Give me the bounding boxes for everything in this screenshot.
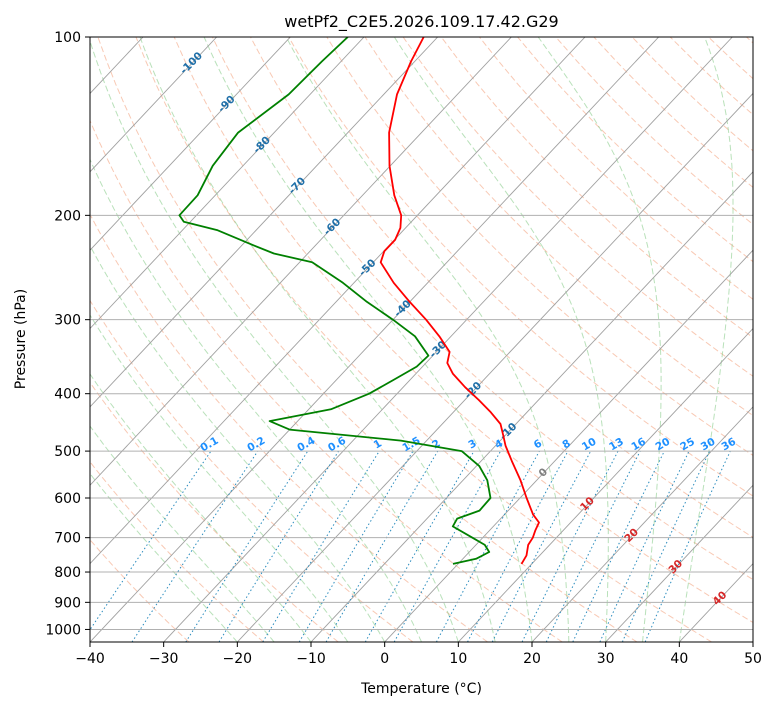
moist-adiabat [203, 37, 533, 642]
pressure-grid [90, 37, 753, 630]
dry-adiabat [97, 37, 638, 642]
mixing-ratio-line [435, 450, 540, 642]
moist-adiabat [90, 39, 459, 642]
moist-adiabat [139, 37, 496, 642]
dry-adiabat [402, 37, 753, 377]
moist-adiabat [90, 472, 238, 642]
mixing-ratio-line [521, 450, 619, 642]
x-axis-ticks: −40 −30 −20 −10 0 10 20 30 40 50 [75, 642, 762, 667]
y-tick-label: 200 [54, 208, 81, 224]
dry-adiabat [90, 213, 488, 642]
mixing-ratio-line [131, 450, 259, 642]
y-axis-label: Pressure (hPa) [13, 289, 29, 389]
mixing-ratio-line [393, 450, 502, 642]
y-axis-ticks: 100 200 300 400 500 600 700 800 900 1000 [45, 30, 90, 638]
profiles [178, 37, 540, 565]
temperature-profile [379, 37, 540, 565]
dry-adiabat [173, 37, 753, 624]
mixing-ratio-line [545, 450, 641, 642]
isotherm [531, 406, 753, 642]
moist-adiabat [90, 314, 349, 642]
isotherm [90, 37, 660, 642]
x-tick-label: 20 [523, 651, 541, 667]
dry-adiabat [90, 461, 264, 642]
moist-adiabat [393, 37, 609, 642]
chart-title: wetPf2_C2E5.2026.109.17.42.G29 [284, 12, 558, 32]
y-tick-label: 100 [54, 30, 81, 46]
x-tick-label: −30 [149, 651, 179, 667]
y-tick-label: 900 [54, 595, 81, 611]
y-tick-label: 800 [54, 565, 81, 581]
isotherm [458, 327, 753, 642]
isotherm [90, 37, 439, 408]
moist-adiabat [90, 425, 275, 642]
dry-adiabat [211, 37, 753, 581]
moist-adiabat [537, 37, 662, 642]
isotherm [237, 92, 753, 642]
dry-adiabat [364, 37, 753, 417]
mixing-ratio-line [262, 450, 380, 642]
dry-adiabat [90, 119, 563, 642]
x-axis-label: Temperature (°C) [360, 681, 482, 697]
mixing-ratio-line [621, 450, 711, 642]
background-lines [90, 37, 753, 642]
isotherm [90, 37, 586, 565]
isotherm [90, 37, 365, 330]
x-tick-label: −40 [75, 651, 105, 667]
dewpoint-profile [178, 37, 492, 565]
x-tick-label: 50 [744, 651, 762, 667]
mixing-ratio-line [185, 450, 309, 642]
mixing-ratio-line [644, 450, 731, 642]
y-tick-label: 600 [54, 491, 81, 507]
y-tick-label: 300 [54, 313, 81, 329]
moist-adiabat [678, 37, 734, 642]
y-tick-label: 400 [54, 387, 81, 403]
x-tick-label: −20 [223, 651, 253, 667]
isotherm [90, 37, 218, 173]
isotherm [605, 484, 753, 642]
y-tick-label: 500 [54, 444, 81, 460]
isotherm [90, 37, 512, 486]
isotherm [163, 37, 733, 642]
isotherm [90, 37, 291, 251]
x-tick-label: 0 [380, 651, 389, 667]
x-tick-label: 40 [670, 651, 688, 667]
dry-adiabat [135, 37, 712, 642]
mixing-ratio-line [90, 450, 212, 631]
dry-adiabat [479, 37, 753, 300]
x-tick-label: 30 [597, 651, 615, 667]
isotherm [310, 171, 753, 642]
moist-adiabat [285, 37, 570, 642]
plot-frame [89, 36, 754, 643]
y-tick-label: 1000 [45, 622, 81, 638]
moist-adiabat [90, 244, 386, 642]
x-tick-label: 10 [449, 651, 467, 667]
moist-adiabat [90, 158, 422, 642]
x-tick-label: −10 [296, 651, 326, 667]
y-tick-label: 700 [54, 531, 81, 547]
